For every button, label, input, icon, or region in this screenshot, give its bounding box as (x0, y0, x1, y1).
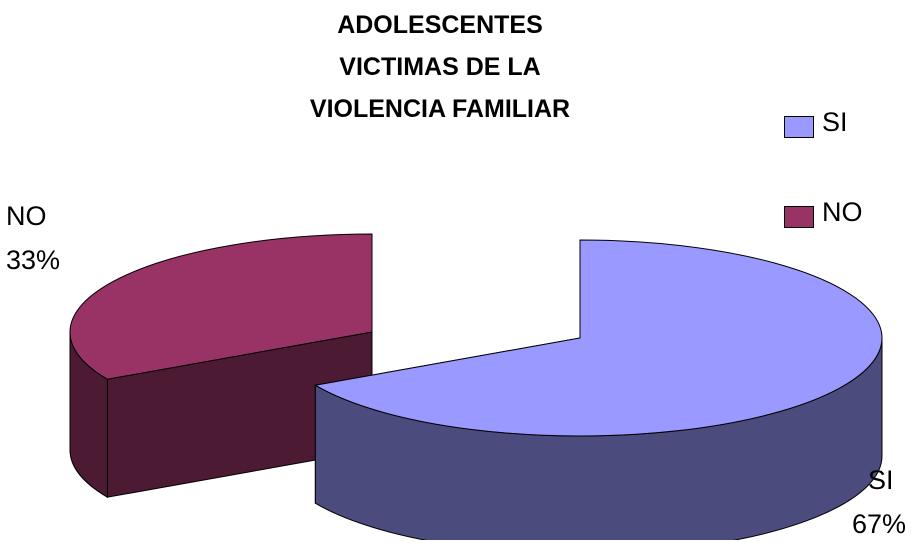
chart-title-line-1: ADOLESCENTES (337, 11, 543, 39)
chart-title: ADOLESCENTES VICTIMAS DE LA VIOLENCIA FA… (240, 4, 640, 130)
data-label-no: NO 33% (6, 194, 60, 282)
data-label-si: SI 67% (852, 458, 906, 546)
legend-item-si: SI (784, 102, 863, 142)
legend-swatch-no (784, 206, 814, 228)
data-label-si-percent: 67% (852, 509, 907, 539)
legend-item-no: NO (784, 192, 863, 232)
legend-label-no: NO (822, 196, 863, 227)
data-label-no-percent: 33% (6, 245, 61, 275)
legend-swatch-si (784, 116, 814, 138)
pie-slice-no-top (69, 233, 373, 380)
legend-label-si: SI (822, 106, 848, 137)
data-label-si-name: SI (868, 465, 894, 495)
pie-slice-si-top (313, 239, 883, 437)
pie-slice-si (313, 239, 883, 540)
chart-title-line-2: VICTIMAS DE LA (339, 53, 541, 81)
chart-title-line-3: VIOLENCIA FAMILIAR (309, 95, 571, 123)
legend: SI NO (784, 102, 863, 282)
data-label-no-name: NO (6, 201, 47, 231)
